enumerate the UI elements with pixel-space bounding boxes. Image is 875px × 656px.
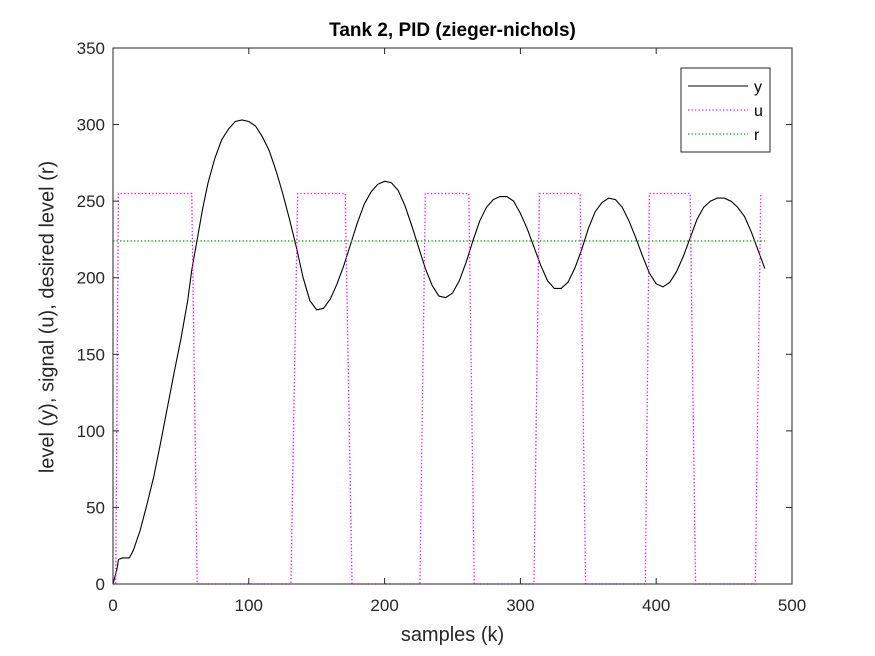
y-tick-label: 50 <box>86 498 105 517</box>
x-tick-label: 500 <box>778 596 806 615</box>
x-tick-label: 200 <box>370 596 398 615</box>
x-tick-label: 300 <box>506 596 534 615</box>
series-line-y <box>112 119 766 585</box>
plot-area <box>113 48 792 584</box>
y-tick-label: 200 <box>77 269 105 288</box>
x-tick-label: 400 <box>642 596 670 615</box>
y-tick-label: 350 <box>77 39 105 58</box>
y-axis-label: level (y), signal (u), desired level (r) <box>36 160 59 474</box>
axes-box <box>112 47 793 585</box>
legend-label-y: y <box>754 79 762 96</box>
y-tick-label: 100 <box>77 422 105 441</box>
legend: yur <box>680 67 771 153</box>
axes: 0 100 200 300 400 500 0 50 100 150 200 250 300 350 <box>77 39 807 615</box>
x-axis-label: samples (k) <box>400 624 505 646</box>
y-tick-label: 150 <box>77 345 105 364</box>
legend-label-u: u <box>754 103 763 120</box>
y-tick-label: 0 <box>96 575 105 594</box>
series-layer <box>112 119 766 585</box>
y-tick-label: 300 <box>77 116 105 135</box>
x-tick-label: 0 <box>108 596 117 615</box>
x-tick-label: 100 <box>235 596 263 615</box>
y-tick-label: 250 <box>77 192 105 211</box>
chart-title: Tank 2, PID (zieger-nichols) <box>329 20 576 41</box>
legend-label-r: r <box>754 127 760 144</box>
